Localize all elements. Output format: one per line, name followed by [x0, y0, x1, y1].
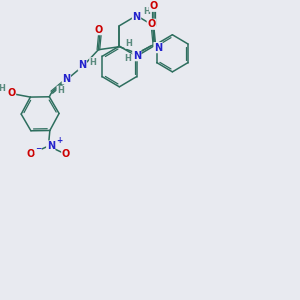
- Text: O: O: [62, 149, 70, 159]
- Text: O: O: [7, 88, 16, 98]
- Text: O: O: [26, 149, 34, 159]
- Text: N: N: [133, 51, 141, 61]
- Text: N: N: [62, 74, 70, 84]
- Text: H: H: [0, 84, 6, 93]
- Text: N: N: [78, 60, 86, 70]
- Text: H: H: [125, 39, 132, 48]
- Text: H: H: [90, 58, 97, 67]
- Text: O: O: [150, 1, 158, 11]
- Text: +: +: [56, 136, 63, 145]
- Text: −: −: [35, 145, 41, 154]
- Text: N: N: [154, 43, 162, 52]
- Text: O: O: [94, 25, 103, 35]
- Text: N: N: [47, 141, 55, 151]
- Text: H: H: [143, 7, 150, 16]
- Text: N: N: [133, 12, 141, 22]
- Text: O: O: [147, 19, 155, 29]
- Text: H: H: [125, 54, 131, 63]
- Text: H: H: [57, 86, 64, 95]
